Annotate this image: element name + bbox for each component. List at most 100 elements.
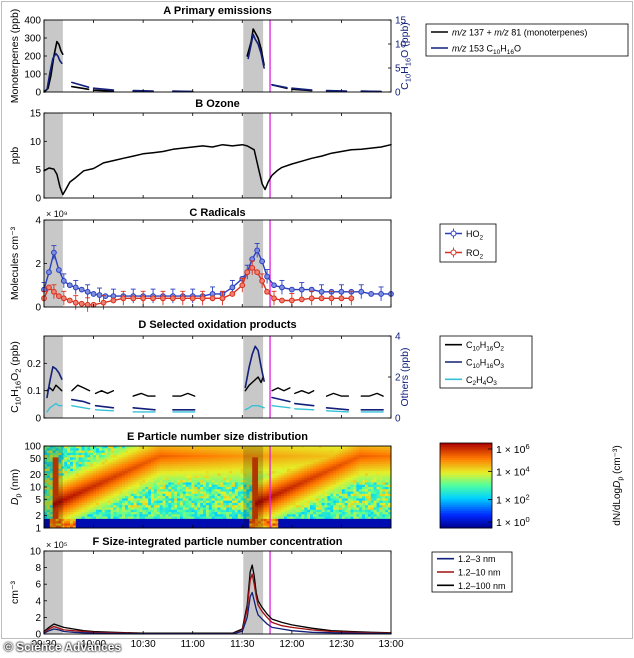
heatmap-cell	[367, 480, 372, 483]
heatmap-cell	[321, 518, 325, 522]
heatmap-cell	[347, 523, 351, 527]
heatmap-cell	[333, 452, 337, 456]
heatmap-cell	[379, 452, 383, 456]
heatmap-cell	[275, 461, 279, 465]
panel-D-legend-label-1-part-5: 3	[500, 363, 504, 370]
heatmap-cell	[150, 491, 155, 495]
heatmap-cell	[344, 475, 349, 479]
heatmap-cell	[231, 489, 236, 492]
heatmap-cell	[58, 466, 62, 470]
heatmap-cell	[257, 477, 262, 481]
heatmap-cell	[171, 489, 175, 492]
heatmap-cell	[78, 521, 82, 524]
heatmap-cell	[298, 482, 302, 486]
panel-C-series-0-point-0-28	[254, 247, 261, 254]
heatmap-cell	[122, 475, 126, 479]
heatmap-cell	[93, 471, 97, 474]
heatmap-cell	[260, 482, 265, 486]
heatmap-cell	[104, 482, 109, 486]
heatmap-cell	[84, 512, 88, 515]
panel-D-legend-label-2-part-5: 3	[493, 380, 497, 387]
colorbar-tick-label-exp-2: 4	[526, 464, 530, 473]
heatmap-cell	[240, 471, 244, 474]
heatmap-cell	[318, 473, 322, 477]
panel-C-series-1-point-0-28	[259, 278, 266, 284]
heatmap-cell	[174, 498, 178, 502]
heatmap-cell	[338, 461, 343, 465]
heatmap-cell	[379, 461, 383, 465]
heatmap-cell	[234, 525, 239, 529]
panel-D-legend-label-2-part-2: H	[476, 375, 483, 385]
panel-B-series-0-segment-0	[43, 143, 392, 196]
heatmap-cell	[96, 482, 100, 486]
heatmap-cell	[382, 498, 386, 502]
heatmap-cell	[162, 491, 166, 495]
heatmap-cell	[162, 459, 166, 463]
heatmap-cell	[191, 455, 195, 458]
heatmap-cell	[211, 468, 216, 472]
heatmap-cell	[252, 502, 256, 506]
heatmap-cell	[205, 514, 210, 518]
heatmap-cell	[75, 502, 80, 506]
heatmap-cell	[113, 505, 117, 508]
heatmap-cell	[182, 523, 187, 527]
heatmap-cell	[101, 484, 106, 488]
heatmap-cell	[298, 464, 302, 467]
heatmap-cell	[214, 493, 218, 497]
heatmap-cell	[350, 491, 354, 495]
heatmap-cell	[304, 468, 308, 472]
heatmap-cell	[315, 473, 320, 477]
heatmap-cell	[304, 475, 308, 479]
heatmap-cell	[116, 484, 120, 488]
heatmap-cell	[341, 489, 346, 492]
heatmap-cell	[347, 459, 351, 463]
heatmap-cell	[75, 457, 80, 461]
heatmap-cell	[119, 502, 123, 506]
panel-D-legend-label-2-part-3: 4	[483, 380, 487, 387]
panel-C-series-0-point-0-8	[84, 288, 91, 295]
heatmap-cell	[139, 468, 143, 472]
heatmap-cell	[55, 480, 59, 483]
heatmap-cell	[191, 450, 195, 454]
heatmap-cell	[93, 480, 97, 483]
heatmap-cell	[315, 489, 320, 492]
heatmap-cell	[327, 480, 331, 483]
heatmap-cell	[249, 480, 253, 483]
heatmap-cell	[130, 457, 135, 461]
heatmap-cell	[310, 466, 314, 470]
heatmap-cell	[208, 518, 213, 522]
heatmap-cell	[194, 521, 198, 524]
heatmap-cell	[312, 502, 317, 506]
heatmap-cell	[208, 525, 213, 529]
heatmap-cell	[249, 475, 253, 479]
heatmap-cell	[107, 509, 111, 513]
heatmap-cell	[359, 523, 363, 527]
heatmap-cell	[55, 502, 59, 506]
heatmap-cell	[364, 448, 369, 451]
heatmap-cell	[119, 484, 123, 488]
heatmap-cell	[286, 471, 291, 474]
heatmap-cell	[75, 525, 80, 529]
heatmap-cell	[72, 487, 77, 490]
heatmap-cell	[165, 507, 169, 511]
heatmap-cell	[234, 464, 239, 467]
heatmap-cell	[191, 468, 195, 472]
heatmap-cell	[145, 482, 149, 486]
heatmap-cell	[260, 525, 265, 529]
heatmap-cell	[90, 457, 94, 461]
heatmap-cell	[272, 491, 276, 495]
heatmap-cell	[191, 525, 195, 529]
heatmap-cell	[367, 493, 372, 497]
heatmap-cell	[107, 471, 111, 474]
heatmap-cell	[156, 523, 161, 527]
heatmap-cell	[263, 509, 268, 513]
heatmap-cell	[367, 491, 372, 495]
heatmap-cell	[67, 487, 71, 490]
heatmap-cell	[327, 452, 331, 456]
heatmap-cell	[81, 446, 85, 449]
heatmap-cell	[310, 475, 314, 479]
heatmap-cell	[257, 482, 262, 486]
heatmap-cell	[203, 464, 207, 467]
heatmap-cell	[168, 491, 172, 495]
heatmap-cell	[101, 500, 106, 504]
